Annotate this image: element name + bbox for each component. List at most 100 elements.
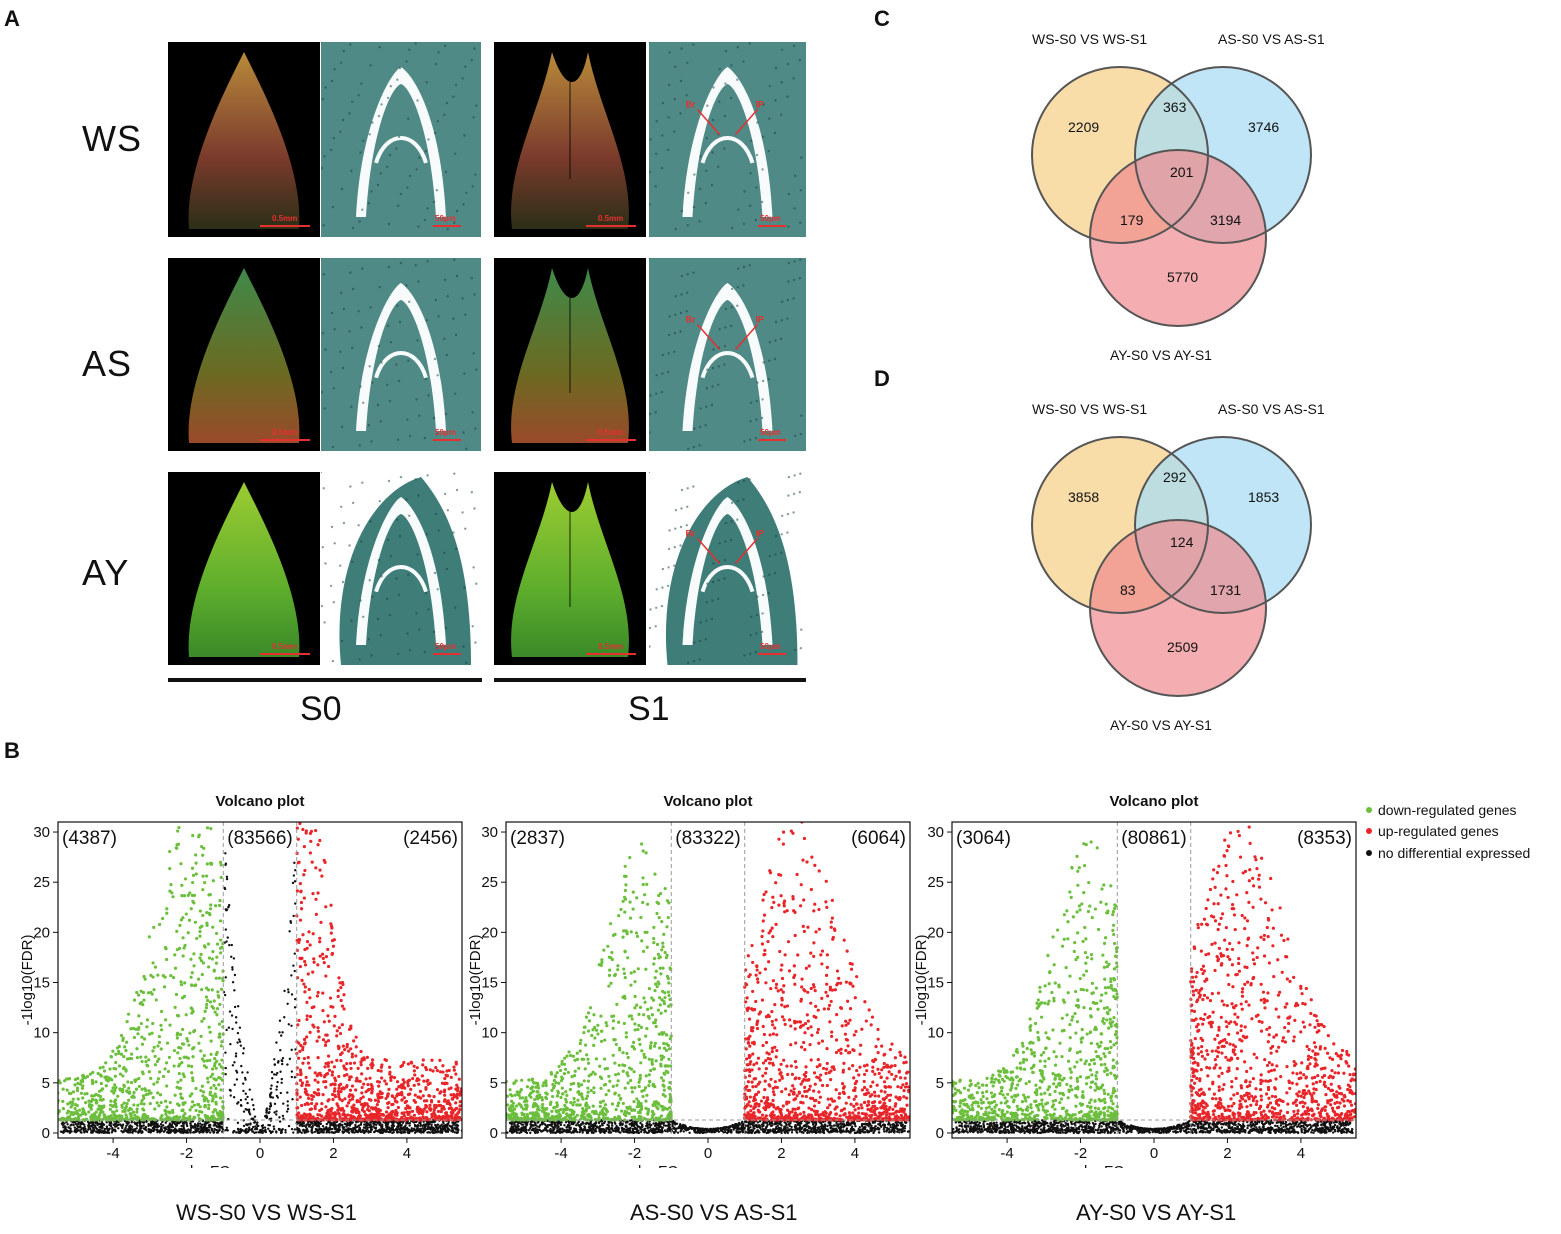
point-none (373, 1121, 377, 1124)
point-none (230, 943, 234, 947)
point-none (286, 1107, 290, 1111)
point-down (134, 1087, 139, 1091)
point-up (300, 1103, 304, 1108)
point-none (554, 1125, 557, 1128)
point-up (302, 1042, 307, 1046)
stage-bar-s0 (168, 678, 482, 682)
point-down (112, 1091, 116, 1095)
point-up (295, 948, 299, 953)
point-up (366, 1082, 370, 1087)
point-down (157, 1104, 161, 1108)
point-down (190, 1100, 195, 1104)
point-none (204, 1129, 208, 1132)
point-up (367, 1109, 371, 1113)
point-down (77, 1118, 81, 1122)
point-down (124, 1105, 129, 1109)
point-up (412, 1098, 416, 1103)
micrograph-drawing: 50μm (321, 42, 481, 237)
point-up (366, 1104, 370, 1108)
point-up (322, 1020, 326, 1024)
point-down (156, 1044, 160, 1048)
point-down (140, 1042, 145, 1046)
point-up (418, 1110, 422, 1114)
point-up (378, 1116, 382, 1120)
point-down (142, 1096, 146, 1100)
micrograph-ay-s0-section: 50μm (321, 472, 481, 665)
point-down (129, 1027, 133, 1031)
point-none (239, 1098, 243, 1102)
point-down (197, 835, 201, 839)
point-up (390, 1094, 394, 1098)
point-down (127, 1091, 132, 1095)
point-up (443, 1093, 447, 1097)
point-down (210, 1067, 215, 1071)
point-none (72, 1123, 75, 1127)
point-down (180, 1061, 184, 1065)
point-down (163, 975, 167, 979)
point-up (359, 1102, 364, 1107)
point-down (186, 893, 190, 898)
point-up (442, 1099, 447, 1103)
point-down (73, 1077, 78, 1082)
point-up (325, 1071, 330, 1076)
point-none (332, 1131, 335, 1134)
point-down (179, 918, 183, 922)
point-down (188, 1031, 192, 1035)
point-down (179, 1046, 183, 1050)
point-up (297, 1056, 301, 1060)
point-none (159, 1122, 163, 1126)
point-none (738, 1123, 742, 1126)
point-down (200, 845, 204, 849)
point-down (207, 1103, 211, 1107)
point-up (314, 1091, 318, 1095)
point-none (652, 1122, 655, 1125)
point-none (290, 1127, 294, 1131)
point-up (454, 1060, 458, 1064)
y-tick-label: 10 (33, 1025, 50, 1042)
point-up (315, 1102, 319, 1106)
point-down (164, 1061, 169, 1065)
point-up (456, 1115, 460, 1119)
point-down (137, 1025, 141, 1030)
point-none (180, 1129, 183, 1133)
point-down (144, 1116, 149, 1120)
venn-value-c-only: 2509 (1167, 639, 1198, 655)
point-up (368, 1076, 372, 1080)
point-none (329, 1124, 332, 1127)
point-none (279, 1070, 282, 1073)
point-none (369, 1130, 372, 1133)
point-none (251, 1117, 255, 1120)
point-up (394, 1108, 398, 1113)
point-down (125, 1020, 129, 1024)
point-down (75, 1103, 79, 1108)
point-up (401, 1078, 405, 1082)
point-down (132, 1035, 137, 1040)
point-down (213, 1057, 217, 1061)
point-none (780, 1131, 783, 1135)
point-down (80, 1086, 84, 1090)
point-up (314, 912, 318, 916)
volcano-title: Volcano plot (216, 793, 305, 810)
point-none (187, 1128, 190, 1131)
scale-label-section: 50μm (435, 642, 456, 651)
point-none (212, 1124, 216, 1127)
point-up (347, 1094, 351, 1099)
point-down (186, 931, 190, 935)
point-none (704, 1127, 707, 1131)
point-down (180, 996, 185, 1000)
point-none (296, 1126, 299, 1130)
point-none (293, 1076, 297, 1079)
point-down (54, 1117, 57, 1120)
point-up (355, 1076, 359, 1080)
point-none (298, 1129, 301, 1132)
point-up (407, 1112, 411, 1116)
point-up (335, 1102, 339, 1106)
point-none (273, 1063, 276, 1066)
point-up (295, 826, 299, 830)
point-up (305, 1017, 309, 1022)
point-down (164, 957, 169, 962)
point-none (225, 877, 229, 881)
point-down (204, 1065, 208, 1069)
point-up (326, 1054, 331, 1058)
point-none (426, 1131, 429, 1134)
